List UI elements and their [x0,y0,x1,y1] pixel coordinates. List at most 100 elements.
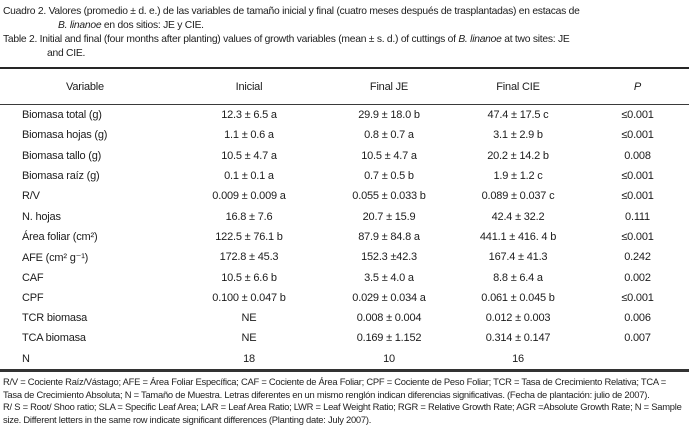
value-cell: 0.1 ± 0.1 a [224,170,274,183]
table-row: CPF 0.100 ± 0.047 b 0.029 ± 0.034 a 0.061 ±… [0,288,689,308]
value-cell: 16 [512,352,524,365]
value-cell: 29.9 ± 18.0 b [358,109,420,122]
caption-es-text: Cuadro 2. Valores (promedio ± d. e.) de … [3,6,580,17]
table-row: N. hojas 16.8 ± 7.6 20.7 ± 15.9 42.4 ± 32.2… [0,206,689,226]
value-cell: 0.242 [624,251,651,264]
column-header-inicial: Inicial [170,68,328,105]
value-cell: 10.5 ± 4.7 a [361,149,417,162]
table-row: N 18 10 16 [0,349,689,371]
variable-cell: Biomasa total (g) [22,109,102,122]
variable-cell: Área foliar (cm²) [22,230,98,243]
caption-en-text-pre: Table 2. Initial and final (four months … [3,34,459,45]
value-cell: 0.169 ± 1.152 [356,332,422,345]
value-cell: 3.1 ± 2.9 b [493,129,543,142]
value-cell: 0.008 ± 0.004 [356,312,422,325]
value-cell: 3.5 ± 4.0 a [364,271,414,284]
caption-en-line-2: and CIE. [3,47,687,61]
variable-cell: R/V [22,190,40,203]
value-cell: 441.1 ± 416. 4 b [479,230,557,243]
value-cell: 47.4 ± 17.5 c [487,109,549,122]
table-row: Biomasa tallo (g) 10.5 ± 4.7 a 10.5 ± 4.7 … [0,146,689,166]
variable-cell: CAF [22,271,44,284]
variable-cell: Biomasa tallo (g) [22,149,102,162]
table-row: AFE (cm² g⁻¹) 172.8 ± 45.3 152.3 ±42.3 167.… [0,247,689,267]
value-cell: ≤0.001 [621,170,654,183]
value-cell: ≤0.001 [621,129,654,142]
value-cell: 12.3 ± 6.5 a [221,109,277,122]
caption-es-line-1: Cuadro 2. Valores (promedio ± d. e.) de … [3,5,687,19]
column-header-variable: Variable [0,68,170,105]
value-cell: 0.055 ± 0.033 b [352,190,426,203]
value-cell: 10.5 ± 4.7 a [221,149,277,162]
value-cell: 1.1 ± 0.6 a [224,129,274,142]
growth-variables-table: Variable Inicial Final JE Final CIE P Bi… [0,67,689,372]
value-cell: 10 [383,352,395,365]
value-cell: 0.002 [624,271,651,284]
value-cell: 42.4 ± 32.2 [491,210,545,223]
value-cell: 152.3 ±42.3 [361,251,417,264]
species-name: B. linanoe [458,34,502,45]
variable-cell: CPF [22,291,44,304]
value-cell: 1.9 ± 1.2 c [493,170,543,183]
footnote-line: Tasa de Crecimiento Absoluta; N = Tamaño… [3,388,650,400]
table-row: Biomasa total (g) 12.3 ± 6.5 a 29.9 ± 18.0… [0,105,689,126]
table-footnotes: R/V = Cociente Raíz/Vástago; AFE = Área … [0,372,689,427]
variable-cell: N. hojas [22,210,61,223]
caption-en-line-1: Table 2. Initial and final (four months … [3,33,687,47]
variable-cell: N [22,352,30,365]
table-row: Biomasa raíz (g) 0.1 ± 0.1 a 0.7 ± 0.5 b 1.… [0,166,689,186]
value-cell: 0.314 ± 0.147 [485,332,551,345]
variable-cell: AFE (cm² g⁻¹) [22,251,89,264]
value-cell: 0.029 ± 0.034 a [352,291,426,304]
caption-es-text-rest: en dos sitios: JE y CIE. [101,20,204,31]
value-cell: ≤0.001 [621,109,654,122]
value-cell: 0.008 [624,149,651,162]
value-cell: 16.8 ± 7.6 [225,210,273,223]
value-cell: 20.7 ± 15.9 [362,210,416,223]
value-cell: 167.4 ± 41.3 [488,251,548,264]
variable-cell: TCA biomasa [22,332,86,345]
value-cell: 0.061 ± 0.045 b [481,291,555,304]
value-cell: 18 [243,352,255,365]
footnote-line: R/ S = Root/ Shoo ratio; SLA = Specific … [3,401,682,413]
caption-en-text-rest: and CIE. [47,48,86,59]
value-cell [586,349,689,371]
table-row: Área foliar (cm²) 122.5 ± 76.1 b 87.9 ± 84… [0,227,689,247]
value-cell: 0.100 ± 0.047 b [212,291,286,304]
footnote-line: R/V = Cociente Raíz/Vástago; AFE = Área … [3,375,666,387]
variable-cell: Biomasa raíz (g) [22,170,100,183]
variable-cell: TCR biomasa [22,312,88,325]
value-cell: 0.8 ± 0.7 a [364,129,414,142]
column-header-final-cie: Final CIE [450,68,586,105]
variable-cell: Biomasa hojas (g) [22,129,108,142]
table-row: CAF 10.5 ± 6.6 b 3.5 ± 4.0 a 8.8 ± 6.4 a 0.0… [0,267,689,287]
value-cell: 0.012 ± 0.003 [485,312,551,325]
value-cell: 0.089 ± 0.037 c [481,190,555,203]
value-cell: 0.7 ± 0.5 b [364,170,414,183]
caption-en-text-post: at two sites: JE [501,34,570,45]
column-header-final-je: Final JE [328,68,450,105]
value-cell: NE [241,332,257,345]
value-cell: 20.2 ± 14.2 b [487,149,549,162]
column-header-p-value: P [586,68,689,105]
table-body: Biomasa total (g) 12.3 ± 6.5 a 29.9 ± 18.0… [0,105,689,371]
value-cell: 172.8 ± 45.3 [219,251,279,264]
value-cell: 8.8 ± 6.4 a [493,271,543,284]
table-row: Biomasa hojas (g) 1.1 ± 0.6 a 0.8 ± 0.7 a 3… [0,125,689,145]
table-row: TCR biomasa NE 0.008 ± 0.004 0.012 ± 0.003 0… [0,308,689,328]
value-cell: 0.009 ± 0.009 a [212,190,286,203]
value-cell: ≤0.001 [621,230,654,243]
value-cell: 10.5 ± 6.6 b [221,271,277,284]
table-row: TCA biomasa NE 0.169 ± 1.152 0.314 ± 0.147 0… [0,328,689,348]
table-captions: Cuadro 2. Valores (promedio ± d. e.) de … [0,0,689,61]
species-name: B. linanoe [58,20,102,31]
table-row: R/V 0.009 ± 0.009 a 0.055 ± 0.033 b 0.089 ±… [0,186,689,206]
value-cell: 122.5 ± 76.1 b [215,230,283,243]
value-cell: ≤0.001 [621,190,654,203]
value-cell: 0.111 [625,210,650,223]
value-cell: ≤0.001 [621,291,654,304]
footnote-line: size. Different letters in the same row … [3,413,372,425]
caption-es-line-2: B. linanoe en dos sitios: JE y CIE. [3,19,687,33]
value-cell: 0.007 [624,332,651,345]
